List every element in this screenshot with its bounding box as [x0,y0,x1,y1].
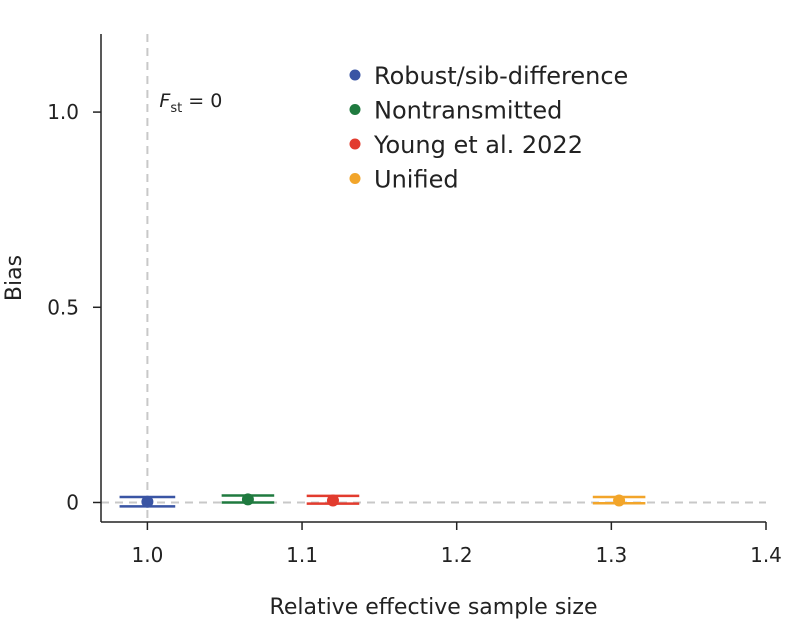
legend-marker [349,104,361,115]
x-tick-label: 1.4 [750,543,782,567]
x-tick-label: 1.2 [441,543,473,567]
y-axis-title: Bias [2,255,27,301]
fst-annotation: Fst = 0 [159,90,222,116]
data-point [241,493,254,506]
legend-label: Nontransmitted [374,97,562,125]
legend-marker [349,69,361,81]
data-point [326,494,339,507]
axes [100,34,766,523]
series-young-et-al-2022 [306,494,360,507]
x-axis-ticks: 1.0 1.1 1.2 1.3 1.4 [131,522,782,567]
y-tick-label: 0 [66,490,79,514]
reference-lines [101,34,766,522]
series-unified [592,494,646,507]
series-robust-sib-difference [119,495,176,508]
legend-label: Unified [374,166,459,194]
legend: Robust/sib-difference Nontransmitted Young… [349,62,628,194]
y-axis-ticks: 0 0.5 1.0 [47,100,101,514]
legend-marker [349,173,361,184]
x-tick-label: 1.1 [286,543,318,567]
y-tick-label: 0.5 [47,295,79,319]
legend-label: Young et al. 2022 [373,131,583,159]
series-nontransmitted [221,493,275,506]
x-tick-label: 1.3 [595,543,627,567]
legend-label: Robust/sib-difference [374,62,628,90]
fst-annotation-value: = 0 [182,90,222,112]
series-layer [119,493,646,508]
x-tick-label: 1.0 [131,543,163,567]
data-point [613,494,626,507]
x-axis-title: Relative effective sample size [270,595,598,620]
y-tick-label: 1.0 [47,100,79,124]
fst-annotation-f: F [159,90,171,112]
legend-marker [349,138,361,150]
fst-annotation-subscript: st [170,101,182,116]
data-point [141,495,154,508]
